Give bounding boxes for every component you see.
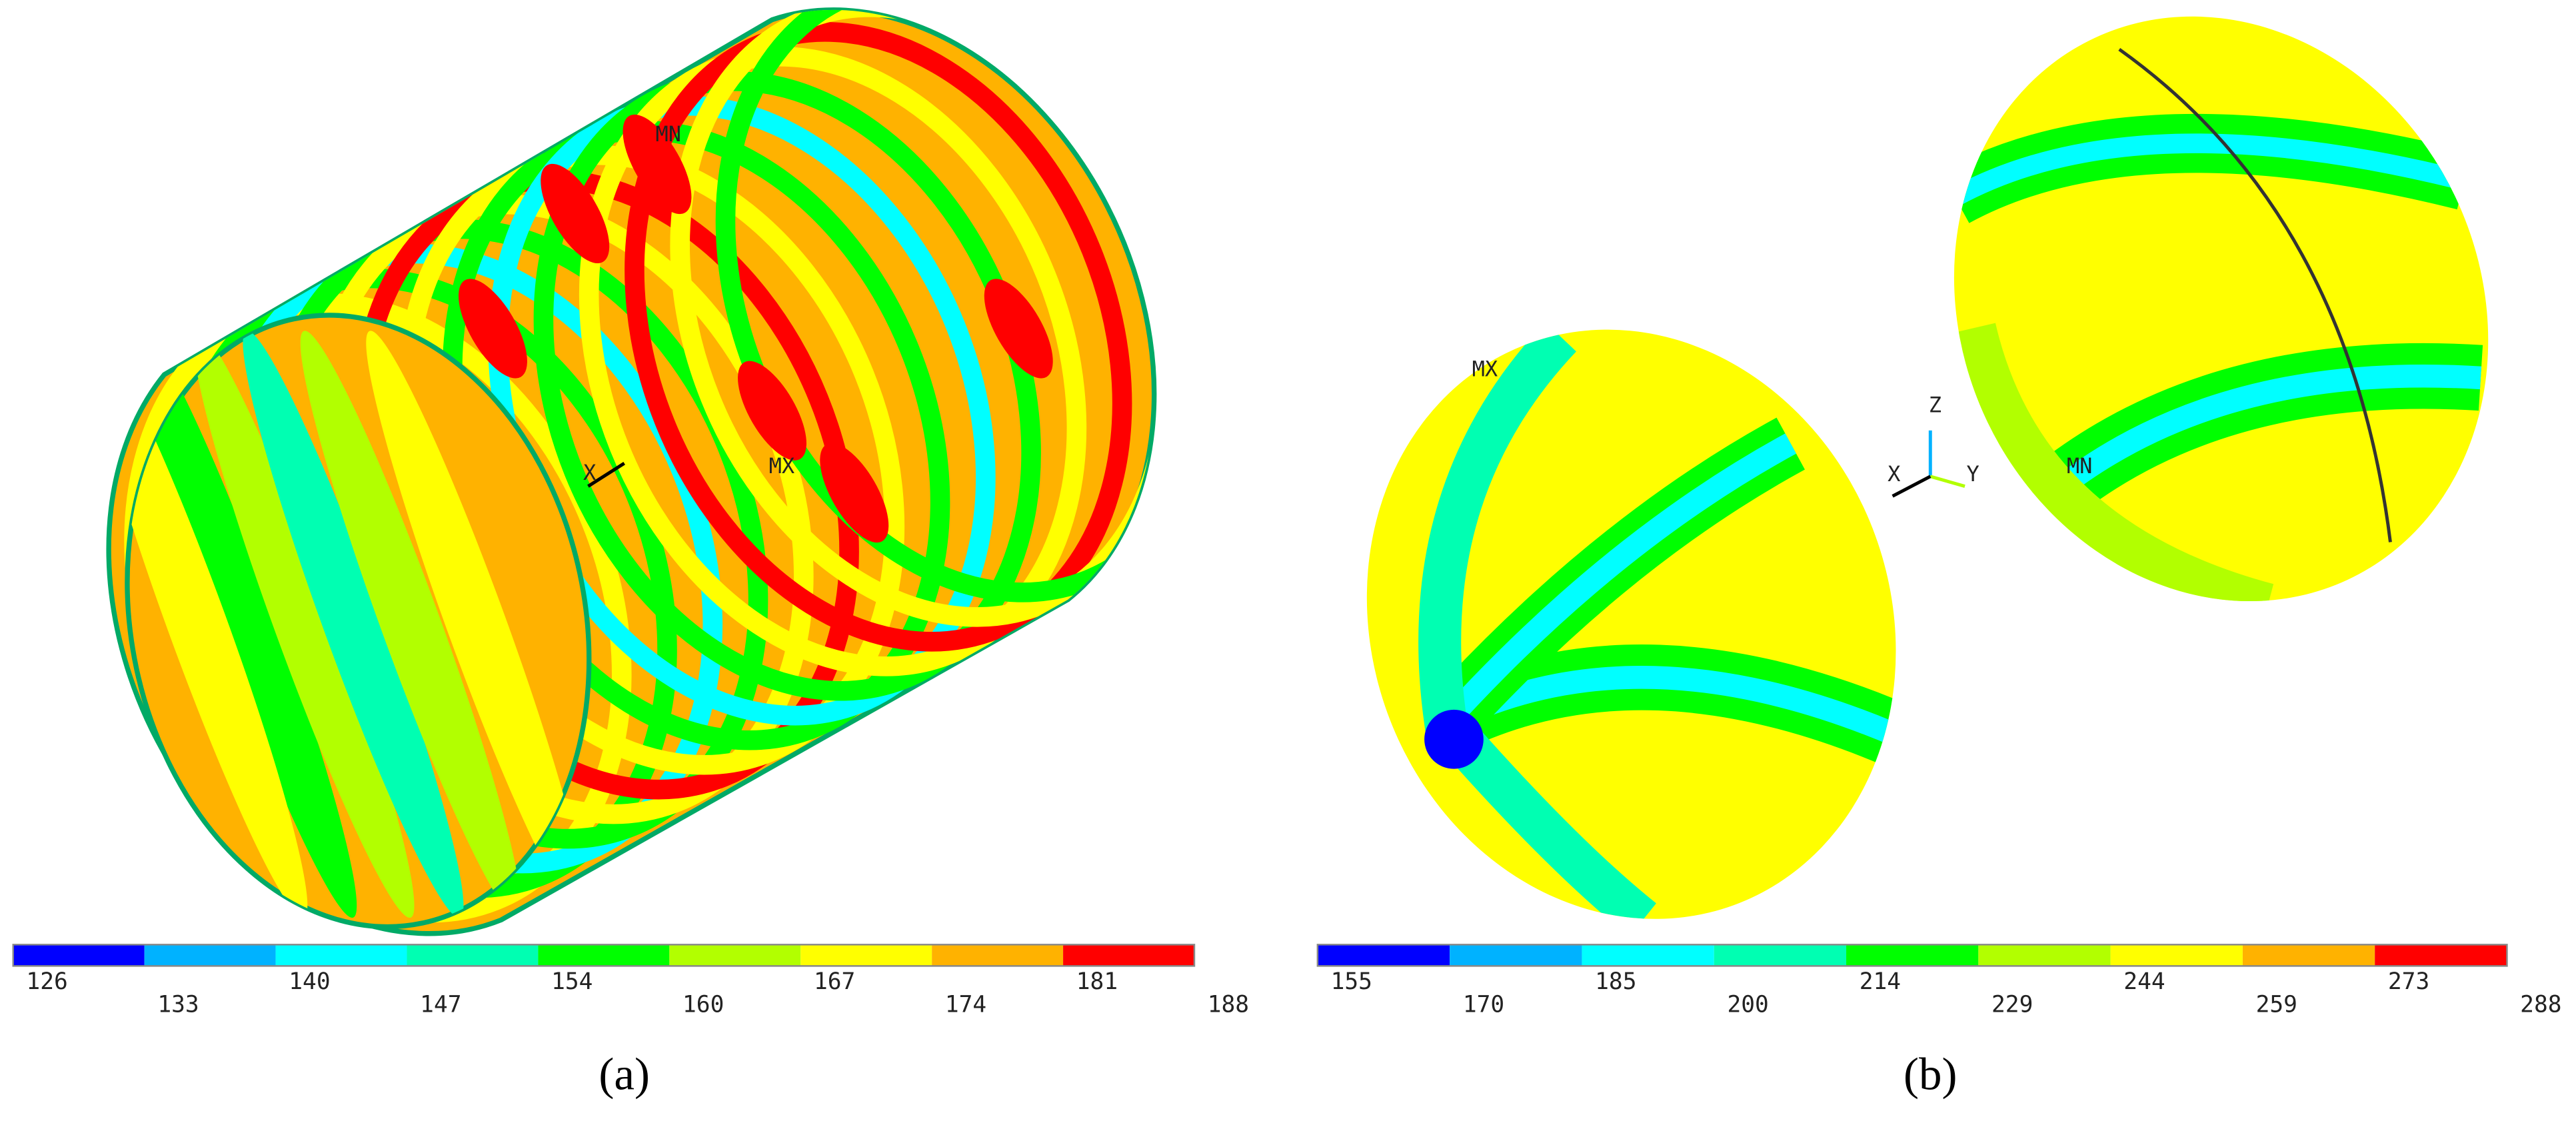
hot-spot: [541, 163, 610, 264]
colorbar-segment: [1582, 944, 1714, 966]
colorbar-tick-label: 170: [1463, 991, 1504, 1018]
contour-band: [2046, 364, 2482, 502]
colorbar-segment: [800, 944, 932, 966]
colorbar-segment: [1450, 944, 1582, 966]
panel-label: (b): [1904, 1048, 1957, 1099]
contour-band: [300, 331, 521, 918]
colorbar-segment: [538, 944, 670, 966]
colorbar-tick-label: 174: [945, 991, 986, 1018]
colorbar-segment: [144, 944, 276, 966]
colorbar-segment: [1846, 944, 1979, 966]
colorbar-frame: [12, 944, 1196, 967]
hot-spot: [984, 279, 1053, 379]
contour-band: [1418, 322, 1656, 937]
contour-band: [1947, 323, 2274, 632]
hot-spot: [623, 114, 692, 215]
colorbar-tick-label: 126: [26, 968, 67, 995]
colorbar-tick-label: 200: [1727, 991, 1768, 1018]
colorbar-tick-label: 140: [289, 968, 330, 995]
cylinder-plot: [87, 7, 1157, 936]
colorbar-tick-label: 188: [1208, 991, 1249, 1018]
low-spot: [1424, 709, 1484, 769]
colorbar-segment: [1978, 944, 2111, 966]
colorbar-tick-label: 185: [1595, 968, 1636, 995]
contour-band: [1437, 433, 1797, 731]
contour-band: [243, 331, 464, 918]
colorbar-tick-label: 288: [2520, 991, 2561, 1018]
colorbar-tick-label: 155: [1331, 968, 1372, 995]
colorbar-segment: [2110, 944, 2243, 966]
plot-marker: MX: [769, 453, 795, 479]
colorbar-segment: [2242, 944, 2375, 966]
contour-band: [193, 331, 415, 918]
plot-marker: Z: [1929, 393, 1941, 418]
hot-spot: [459, 279, 527, 379]
colorbar-tick-label: 160: [682, 991, 724, 1018]
hemisphere-plot: [587, 16, 2489, 937]
colorbar-tick-label: 259: [2256, 991, 2297, 1018]
colorbar-segment: [669, 944, 801, 966]
colorbar-segment: [1317, 944, 1450, 966]
colorbar-segment: [1063, 944, 1194, 966]
colorbar-tick-label: 147: [420, 991, 461, 1018]
colorbar-segment: [2375, 944, 2507, 966]
panel-label: (a): [599, 1048, 650, 1099]
colorbar-tick-label: 214: [1860, 968, 1901, 995]
hot-spot: [738, 361, 806, 461]
hot-spot: [820, 443, 889, 543]
colorbar-tick-label: 133: [157, 991, 199, 1018]
colorbar-tick-label: 154: [551, 968, 593, 995]
colorbar-segment: [932, 944, 1064, 966]
colorbar-segment: [1714, 944, 1847, 966]
plot-marker: X: [583, 460, 596, 485]
contour-band: [366, 331, 587, 918]
colorbar-frame: [1316, 944, 2508, 967]
colorbar-tick-label: 181: [1076, 968, 1118, 995]
colorbar-tick-label: 167: [814, 968, 855, 995]
plot-marker: MX: [1472, 356, 1498, 381]
plot-marker: Y: [1967, 461, 1979, 487]
colorbar-tick-label: 273: [2388, 968, 2429, 995]
colorbar-tick-label: 244: [2123, 968, 2165, 995]
colorbar-tick-label: 229: [1991, 991, 2033, 1018]
contour-band: [1950, 133, 2467, 206]
plot-marker: MN: [656, 121, 682, 147]
contour-band: [136, 331, 357, 918]
plot-marker: MN: [2067, 453, 2093, 479]
colorbar-segment: [275, 944, 407, 966]
colorbar-segment: [13, 944, 145, 966]
plot-marker: X: [1888, 461, 1900, 487]
colorbar-segment: [407, 944, 539, 966]
